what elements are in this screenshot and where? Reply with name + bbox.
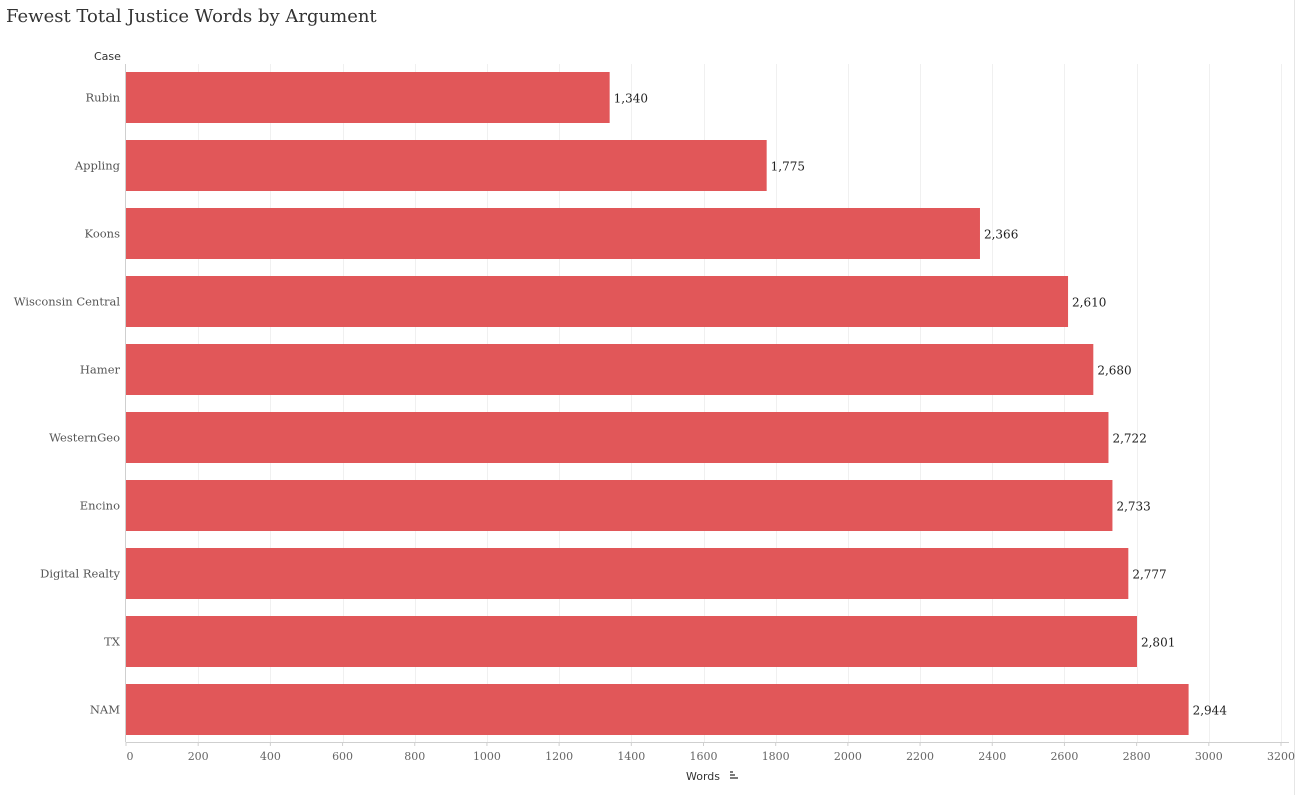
bar [126,344,1094,395]
bar [126,72,610,123]
x-tick-label: 2600 [1050,750,1078,763]
bar [126,548,1129,599]
x-tick-label: 1000 [473,750,501,763]
x-tick-label: 600 [332,750,353,763]
x-tick-label: 800 [404,750,425,763]
x-tick-label: 1600 [690,750,718,763]
value-label: 2,733 [1116,500,1150,514]
value-label: 2,801 [1141,636,1175,650]
row-header-case: Case [94,50,121,63]
category-label: WesternGeo [49,431,120,445]
category-label: Digital Realty [40,567,120,581]
category-label: Appling [74,159,121,173]
x-tick-label: 3200 [1267,750,1295,763]
x-tick-label: 400 [260,750,281,763]
value-label: 2,777 [1132,568,1166,582]
x-tick-label: 200 [188,750,209,763]
value-label: 2,366 [984,228,1018,242]
chart-title: Fewest Total Justice Words by Argument [6,6,377,27]
category-label: Wisconsin Central [14,295,121,309]
x-tick-label: 2800 [1123,750,1151,763]
value-label: 1,340 [614,92,648,106]
category-label: Hamer [80,363,121,377]
x-axis-title: Words [686,770,720,783]
bar [126,684,1189,735]
value-label: 2,680 [1097,364,1131,378]
x-tick-label: 1400 [617,750,645,763]
category-label: TX [104,635,121,649]
x-tick-label: 2400 [978,750,1006,763]
x-tick-label: 3000 [1195,750,1223,763]
bar [126,480,1113,531]
category-label: NAM [90,703,120,717]
panel-divider [1294,0,1295,795]
bar [126,412,1109,463]
x-tick-label: 1200 [545,750,573,763]
value-label: 1,775 [771,160,805,174]
value-label: 2,722 [1112,432,1146,446]
value-label: 2,610 [1072,296,1106,310]
value-label: 2,944 [1193,704,1228,718]
x-tick-label: 2200 [906,750,934,763]
category-label: Encino [80,499,120,513]
bar [126,616,1137,667]
x-tick-label: 2000 [834,750,862,763]
sort-descending-icon[interactable] [730,771,738,779]
bar [126,140,767,191]
category-label: Rubin [85,91,120,105]
x-tick-label: 0 [127,750,134,763]
category-label: Koons [85,227,121,241]
bar [126,276,1069,327]
bar [126,208,980,259]
x-tick-label: 1800 [762,750,790,763]
